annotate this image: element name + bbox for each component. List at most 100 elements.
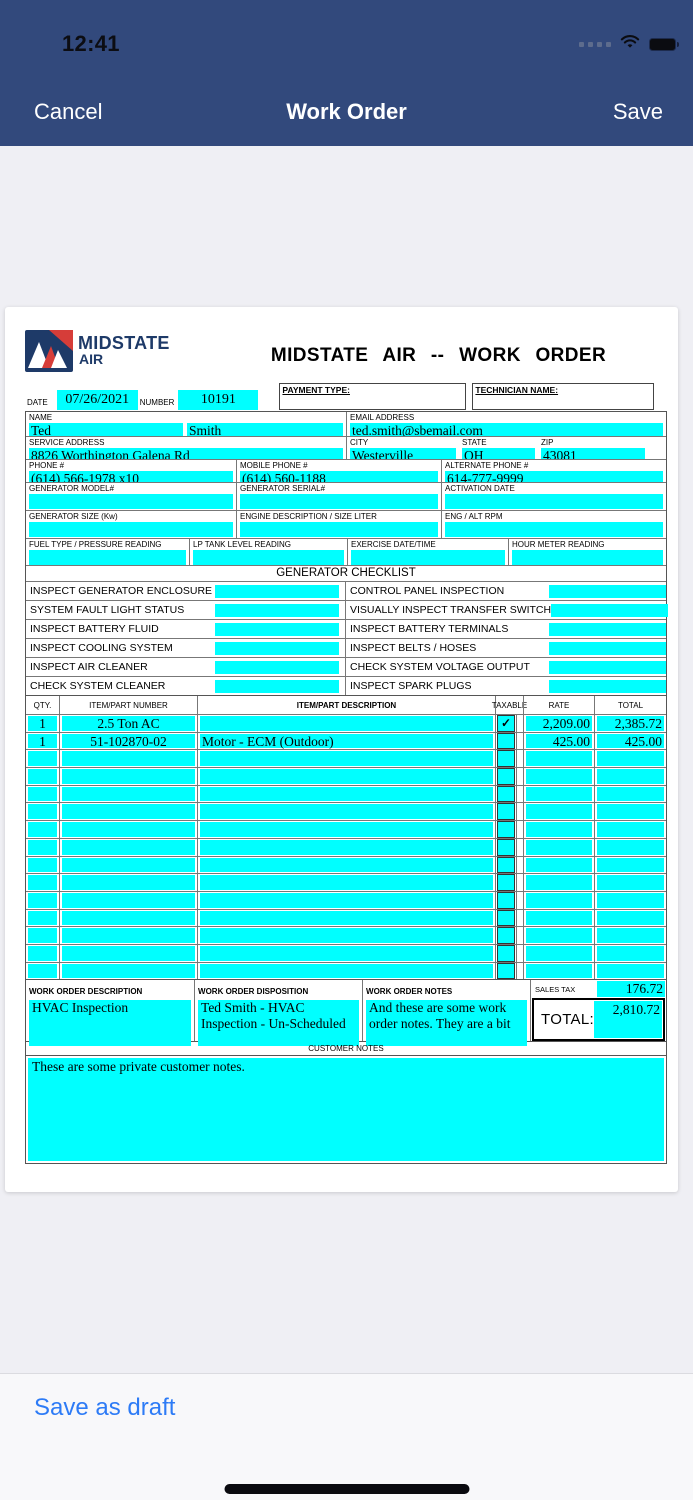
item-description-field bbox=[197, 927, 495, 944]
state-field: OH bbox=[462, 448, 535, 459]
checklist-item-label: INSPECT SPARK PLUGS bbox=[350, 680, 472, 692]
phone-label: PHONE # bbox=[29, 461, 65, 470]
item-taxable-checkbox bbox=[495, 803, 516, 821]
item-total-field bbox=[594, 768, 666, 785]
item-row bbox=[26, 873, 666, 891]
item-total-field bbox=[594, 962, 666, 980]
status-icons bbox=[579, 34, 679, 52]
exercise-datetime-label: EXERCISE DATE/TIME bbox=[351, 540, 436, 549]
checklist-row: CHECK SYSTEM CLEANER INSPECT SPARK PLUGS bbox=[26, 676, 666, 695]
item-row bbox=[26, 855, 666, 874]
checklist-item-field bbox=[551, 603, 669, 617]
checklist-item-field bbox=[549, 679, 666, 693]
item-spacer bbox=[516, 856, 523, 874]
item-spacer bbox=[516, 927, 523, 944]
item-spacer bbox=[516, 768, 523, 785]
taxable-header: TAXABLE bbox=[492, 696, 527, 714]
checklist-item-label: INSPECT AIR CLEANER bbox=[30, 661, 148, 673]
checklist-item-label: VISUALLY INSPECT TRANSFER SWITCH bbox=[350, 604, 552, 616]
checklist-item-label: CHECK SYSTEM CLEANER bbox=[30, 680, 166, 692]
item-taxable-checkbox bbox=[495, 750, 516, 768]
item-part-number-field bbox=[59, 838, 197, 856]
engine-description-label: ENGINE DESCRIPTION / SIZE LITER bbox=[240, 512, 377, 521]
checklist-item-field bbox=[549, 584, 666, 598]
item-total-field bbox=[594, 750, 666, 768]
item-spacer bbox=[516, 838, 523, 856]
item-rate-field: 2,209.00 bbox=[523, 715, 594, 732]
checklist-item-label: SYSTEM FAULT LIGHT STATUS bbox=[30, 604, 185, 616]
page-title: Work Order bbox=[286, 99, 407, 124]
item-row bbox=[26, 961, 666, 980]
engine-description-field bbox=[240, 522, 438, 537]
item-description-field: Motor - ECM (Outdoor) bbox=[197, 732, 495, 750]
item-taxable-checkbox bbox=[495, 874, 516, 891]
item-taxable-checkbox bbox=[495, 821, 516, 838]
item-row bbox=[26, 820, 666, 838]
checklist-item-label: INSPECT COOLING SYSTEM bbox=[30, 642, 173, 654]
zip-label: ZIP bbox=[541, 438, 554, 447]
home-indicator[interactable] bbox=[224, 1484, 469, 1494]
total-box: TOTAL: 2,810.72 bbox=[532, 998, 665, 1042]
part-description-header: ITEM/PART DESCRIPTION bbox=[197, 696, 495, 714]
item-rate-field bbox=[523, 838, 594, 856]
bottom-sheet: Save as draft bbox=[0, 1373, 693, 1500]
battery-icon bbox=[649, 37, 679, 51]
item-description-field bbox=[197, 821, 495, 838]
item-part-number-field bbox=[59, 803, 197, 821]
item-description-field bbox=[197, 750, 495, 768]
item-part-number-field bbox=[59, 768, 197, 785]
item-part-number-field bbox=[59, 750, 197, 768]
summary-row: WORK ORDER DESCRIPTION HVAC Inspection W… bbox=[26, 979, 666, 1047]
item-description-field bbox=[197, 891, 495, 909]
last-name-field: Smith bbox=[187, 423, 343, 436]
checklist-item-field bbox=[549, 622, 666, 636]
checklist-row: INSPECT GENERATOR ENCLOSURE CONTROL PANEL… bbox=[26, 581, 666, 600]
item-rate-field bbox=[523, 803, 594, 821]
item-description-field bbox=[197, 962, 495, 980]
item-spacer bbox=[516, 750, 523, 768]
item-spacer bbox=[516, 803, 523, 821]
item-taxable-checkbox bbox=[495, 856, 516, 874]
part-number-header: ITEM/PART NUMBER bbox=[59, 696, 197, 714]
checklist-item-field bbox=[215, 679, 339, 693]
save-button[interactable]: Save bbox=[612, 99, 663, 124]
cancel-button[interactable]: Cancel bbox=[34, 99, 103, 124]
work-order-disposition-label: WORK ORDER DISPOSITION bbox=[198, 987, 309, 997]
item-qty-field bbox=[26, 963, 59, 980]
item-total-field bbox=[594, 891, 666, 909]
save-as-draft-button[interactable]: Save as draft bbox=[34, 1394, 176, 1421]
document-title: MIDSTATE AIR -- WORK ORDER bbox=[270, 345, 607, 366]
item-taxable-checkbox bbox=[495, 944, 516, 962]
eng-alt-rpm-label: ENG / ALT RPM bbox=[445, 512, 503, 521]
item-spacer bbox=[516, 785, 523, 803]
date-label: DATE bbox=[27, 398, 48, 407]
item-rate-field bbox=[523, 927, 594, 944]
city-label: CITY bbox=[350, 438, 369, 447]
checklist-item-label: INSPECT GENERATOR ENCLOSURE bbox=[30, 585, 213, 597]
alternate-phone-field: 614-777-9999 bbox=[445, 471, 663, 482]
item-row bbox=[26, 890, 666, 909]
activation-date-field bbox=[445, 494, 663, 509]
item-description-field bbox=[197, 874, 495, 891]
item-taxable-checkbox bbox=[495, 768, 516, 785]
item-qty-field bbox=[26, 927, 59, 944]
zip-field: 43081 bbox=[541, 448, 645, 459]
work-order-preview[interactable]: MIDSTATE AIR MIDSTATE AIR -- WORK ORDER … bbox=[5, 307, 678, 1192]
item-qty-field bbox=[26, 839, 59, 856]
service-address-label: SERVICE ADDRESS bbox=[29, 438, 105, 447]
item-part-number-field bbox=[59, 785, 197, 803]
item-part-number-field bbox=[59, 821, 197, 838]
item-qty-field bbox=[26, 786, 59, 803]
item-row bbox=[26, 908, 666, 927]
logo-text-midstate: MIDSTATE bbox=[78, 333, 170, 353]
item-taxable-checkbox bbox=[495, 909, 516, 927]
customer-notes-section: These are some private customer notes. bbox=[26, 1055, 666, 1163]
checklist-rows: INSPECT GENERATOR ENCLOSURE CONTROL PANEL… bbox=[26, 581, 669, 695]
form-grid: NAME Ted Smith EMAIL ADDRESS ted.smith@s… bbox=[25, 411, 669, 1165]
phone-field: (614) 566-1978 x10 bbox=[29, 471, 233, 482]
sales-tax-field: 176.72 bbox=[596, 981, 665, 998]
item-part-number-field bbox=[59, 909, 197, 927]
item-spacer bbox=[516, 891, 523, 909]
item-description-field bbox=[197, 768, 495, 785]
item-total-field bbox=[594, 944, 666, 962]
